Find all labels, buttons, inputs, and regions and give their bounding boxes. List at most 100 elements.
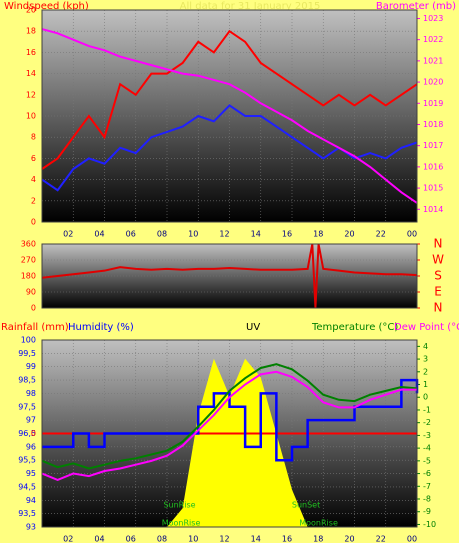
y-tick-label: 0 [31, 304, 36, 313]
area [42, 358, 417, 527]
y2-tick-label: N [434, 301, 443, 315]
y2-tick-label: -3 [423, 431, 431, 440]
x-tick-label: 02 [63, 230, 73, 239]
y2-tick-label: 1017 [423, 141, 443, 150]
y-tick-label: 96 [26, 442, 36, 451]
y2-tick-label: -4 [423, 444, 431, 453]
y-tick-label: 96,5 [18, 429, 36, 438]
x-tick-label: 10 [188, 230, 198, 239]
x-tick-label: 12 [219, 535, 229, 543]
y2-tick-label: N [434, 237, 443, 251]
y2-tick-label: -6 [423, 469, 431, 478]
y-tick-label: 90 [26, 288, 36, 297]
annotation: SunRise [163, 501, 195, 510]
x-tick-label: 02 [63, 535, 73, 543]
y-tick-label: 8 [31, 133, 36, 142]
series-line [41, 28, 418, 204]
plot-border [41, 243, 418, 309]
x-tick-label: 08 [157, 535, 167, 543]
y2-tick-label: -7 [423, 482, 431, 491]
x-tick-label: 04 [94, 230, 104, 239]
y-tick-label: 10 [26, 112, 36, 121]
series-line [42, 378, 419, 462]
humidity-label: Humidity (%) [68, 322, 134, 333]
y2-tick-label: -8 [423, 495, 431, 504]
series-line [41, 29, 418, 170]
annotation: SunSet [292, 501, 320, 510]
y2-tick-label: 1020 [423, 78, 443, 87]
y2-tick-label: 1015 [423, 184, 443, 193]
y-tick-label: 14 [26, 69, 36, 78]
annotation: MoonRise [299, 519, 338, 528]
y2-tick-label: 1023 [423, 14, 443, 23]
rain-label: Rainfall (mm) [1, 322, 69, 333]
dewpoint-label: Dew Point (°C) [394, 322, 459, 333]
y-axis-label: Windspeed (kph) [4, 1, 89, 12]
y-tick-label: 99,5 [18, 349, 36, 358]
x-tick-label: 22 [376, 535, 386, 543]
y2-tick-label: -2 [423, 418, 431, 427]
x-tick-label: 10 [188, 535, 198, 543]
y2-tick-label: 2 [423, 367, 428, 376]
temperature-label: Temperature (°C) [311, 322, 398, 333]
x-tick-label: 20 [344, 535, 354, 543]
y-tick-label: 97,5 [18, 402, 36, 411]
y-tick-label: 6 [31, 154, 36, 163]
x-tick-label: 16 [282, 535, 292, 543]
x-tick-label: 20 [344, 230, 354, 239]
y-tick-label: 0 [31, 218, 36, 227]
y-tick-label: 98 [26, 389, 36, 398]
x-tick-label: 04 [94, 535, 104, 543]
y-tick-label: 94,5 [18, 482, 36, 491]
y-tick-label: 94 [26, 496, 36, 505]
chart-title: All data for 31 January 2015 [180, 1, 321, 12]
x-tick-label: 22 [376, 230, 386, 239]
plot-border [41, 339, 418, 528]
y-tick-label: 16 [26, 48, 36, 57]
y-tick-label: 97 [26, 416, 36, 425]
x-tick-label: 00 [407, 230, 417, 239]
y2-tick-label: -10 [423, 520, 436, 529]
y2-tick-label: 1021 [423, 56, 443, 65]
y2-tick-label: -5 [423, 456, 431, 465]
x-tick-label: 00 [407, 535, 417, 543]
x-tick-label: 16 [282, 230, 292, 239]
x-tick-label: 08 [157, 230, 167, 239]
y-tick-label: 99 [26, 362, 36, 371]
x-tick-label: 14 [251, 535, 261, 543]
y-tick-label: 12 [26, 90, 36, 99]
x-tick-label: 18 [313, 230, 323, 239]
y3-tick-label: 0 [31, 429, 36, 438]
y2-tick-label: 1014 [423, 205, 443, 214]
uv-label: UV [246, 322, 260, 333]
series-line [41, 370, 417, 482]
x-tick-label: 14 [251, 230, 261, 239]
y-tick-label: 18 [26, 27, 36, 36]
y-tick-label: 270 [21, 256, 36, 265]
y2-tick-label: 1018 [423, 120, 443, 129]
y-tick-label: 100 [21, 336, 36, 345]
plot-border [41, 9, 418, 223]
y-tick-label: 20 [26, 6, 36, 15]
y2-tick-label: S [434, 269, 442, 283]
y2-tick-label: 4 [423, 342, 428, 351]
y2-tick-label: 1016 [423, 162, 443, 171]
x-tick-label: 12 [219, 230, 229, 239]
y2-tick-label: -1 [423, 405, 431, 414]
y2-tick-label: 3 [423, 355, 428, 364]
y-tick-label: 95,5 [18, 456, 36, 465]
x-tick-label: 06 [126, 230, 136, 239]
y2-tick-label: W [432, 253, 444, 267]
y-tick-label: 95 [26, 469, 36, 478]
y2-tick-label: E [434, 285, 442, 299]
annotation: MoonRise [162, 519, 201, 528]
y2-tick-label: 0 [423, 393, 428, 402]
series-line [41, 363, 418, 470]
y-tick-label: 93 [26, 523, 36, 532]
y2-tick-label: 1019 [423, 99, 443, 108]
y-tick-label: 2 [31, 196, 36, 205]
y-tick-label: 4 [31, 175, 36, 184]
y-tick-label: 93,5 [18, 509, 36, 518]
x-tick-label: 06 [126, 535, 136, 543]
